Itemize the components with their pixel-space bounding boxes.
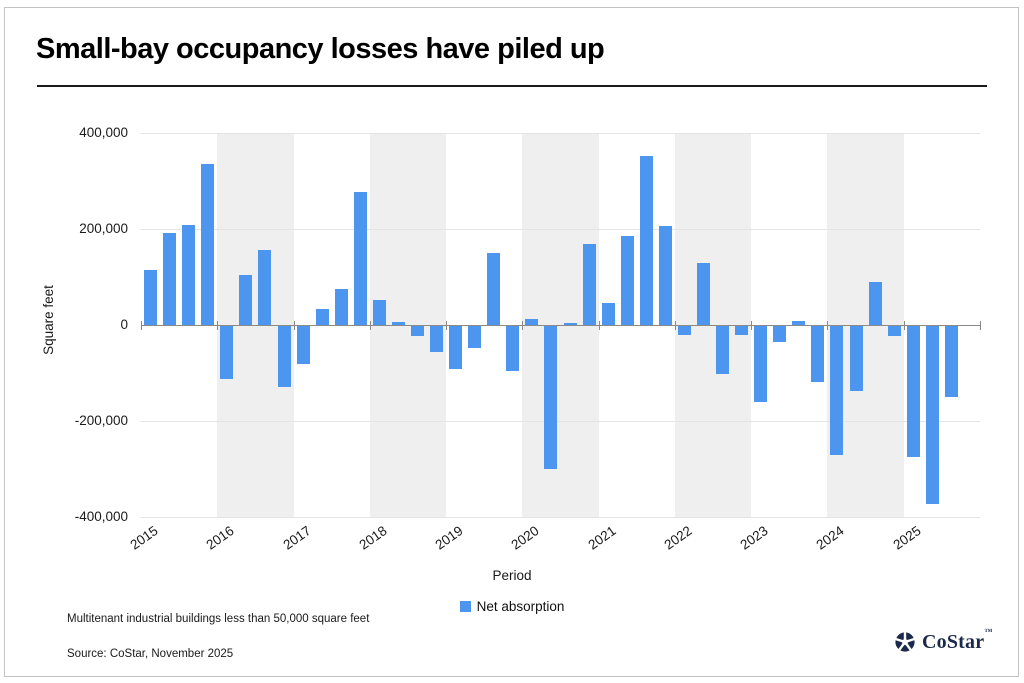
axis-tick — [293, 321, 295, 330]
bar-2016-q3 — [258, 249, 272, 325]
bar-2016-q1 — [220, 325, 234, 379]
bar-2018-q4 — [430, 325, 444, 352]
bar-2021-q4 — [658, 225, 672, 325]
bar-2025-q3 — [944, 325, 958, 397]
bar-2015-q3 — [182, 225, 196, 325]
bar-2020-q4 — [582, 244, 596, 325]
bar-2024-q4 — [887, 325, 901, 336]
costar-trademark: ™ — [984, 626, 993, 636]
axis-tick — [217, 321, 219, 330]
axis-tick — [751, 321, 753, 330]
bar-2022-q3 — [716, 325, 730, 374]
costar-logo-icon — [894, 631, 916, 652]
axis-tick — [141, 321, 142, 330]
bar-2023-q1 — [754, 325, 768, 402]
bar-2020-q3 — [563, 322, 577, 325]
y-tick-label: 0 — [120, 317, 128, 332]
bar-2021-q2 — [620, 235, 634, 325]
x-tick-label-2015: 2015 — [127, 523, 161, 553]
footnote: Multitenant industrial buildings less th… — [67, 613, 370, 625]
axis-tick — [980, 321, 981, 330]
bar-2015-q4 — [201, 164, 215, 325]
axis-tick — [674, 321, 676, 330]
bar-2015-q1 — [144, 269, 158, 325]
x-tick-label-2017: 2017 — [279, 523, 314, 553]
bar-2023-q4 — [811, 325, 825, 382]
bar-2019-q2 — [468, 325, 482, 349]
gridline — [141, 421, 980, 422]
bar-2017-q3 — [334, 288, 348, 325]
bar-2021-q1 — [601, 303, 615, 325]
bar-2023-q3 — [792, 321, 806, 325]
bar-2024-q1 — [830, 325, 844, 455]
legend-label: Net absorption — [476, 599, 565, 614]
legend: Net absorption — [0, 599, 1024, 614]
gridline — [141, 229, 980, 230]
bar-2018-q2 — [391, 321, 405, 325]
axis-tick — [598, 321, 600, 330]
bar-2020-q1 — [525, 319, 539, 325]
x-tick-label-2018: 2018 — [356, 523, 390, 553]
y-tick-label: -200,000 — [74, 413, 128, 428]
bar-2022-q4 — [735, 325, 749, 335]
bar-2021-q3 — [639, 155, 653, 325]
bar-2018-q1 — [372, 300, 386, 325]
bar-2018-q3 — [410, 325, 424, 336]
x-tick-label-2016: 2016 — [203, 523, 237, 553]
bar-2022-q2 — [697, 262, 710, 325]
costar-logo-text: CoStar™ — [922, 626, 993, 653]
axis-tick — [903, 321, 905, 330]
gridline — [141, 133, 980, 134]
bar-2017-q2 — [315, 308, 329, 325]
bar-2016-q4 — [277, 325, 291, 388]
x-tick-label-2024: 2024 — [813, 523, 848, 553]
title-divider — [37, 85, 987, 87]
bar-2022-q1 — [677, 325, 691, 335]
x-tick-label-2020: 2020 — [508, 523, 542, 553]
x-tick-label-2021: 2021 — [585, 523, 619, 553]
bar-2020-q2 — [544, 325, 558, 469]
bar-2024-q3 — [868, 281, 882, 325]
zero-axis — [141, 325, 980, 326]
x-tick-label-2025: 2025 — [890, 523, 924, 553]
y-tick-label: 200,000 — [79, 221, 128, 236]
axis-tick — [827, 321, 829, 330]
y-tick-label: 400,000 — [79, 125, 128, 140]
bar-2019-q3 — [487, 253, 501, 325]
bar-2023-q2 — [773, 325, 787, 342]
bar-2015-q2 — [163, 232, 177, 325]
bar-2017-q4 — [353, 192, 367, 325]
legend-swatch-net-absorption — [459, 601, 471, 612]
x-tick-label-2019: 2019 — [432, 523, 466, 553]
bar-2017-q1 — [296, 325, 310, 365]
x-tick-label-2022: 2022 — [661, 523, 695, 553]
gridline — [141, 517, 980, 518]
x-axis-title: Period — [492, 568, 532, 583]
y-tick-label: -400,000 — [74, 509, 128, 524]
bar-2025-q1 — [906, 325, 920, 457]
bar-2019-q1 — [449, 325, 463, 370]
bar-2025-q2 — [925, 325, 939, 504]
bar-2019-q4 — [506, 325, 520, 372]
chart-title: Small-bay occupancy losses have piled up — [36, 33, 605, 65]
axis-tick — [369, 321, 371, 330]
source-note: Source: CoStar, November 2025 — [67, 648, 234, 660]
axis-tick — [446, 321, 448, 330]
axis-tick — [522, 321, 524, 330]
x-tick-label-2023: 2023 — [737, 523, 771, 553]
bar-2024-q2 — [849, 325, 863, 392]
costar-logo: CoStar™ — [893, 626, 993, 654]
bar-2016-q2 — [239, 274, 253, 325]
